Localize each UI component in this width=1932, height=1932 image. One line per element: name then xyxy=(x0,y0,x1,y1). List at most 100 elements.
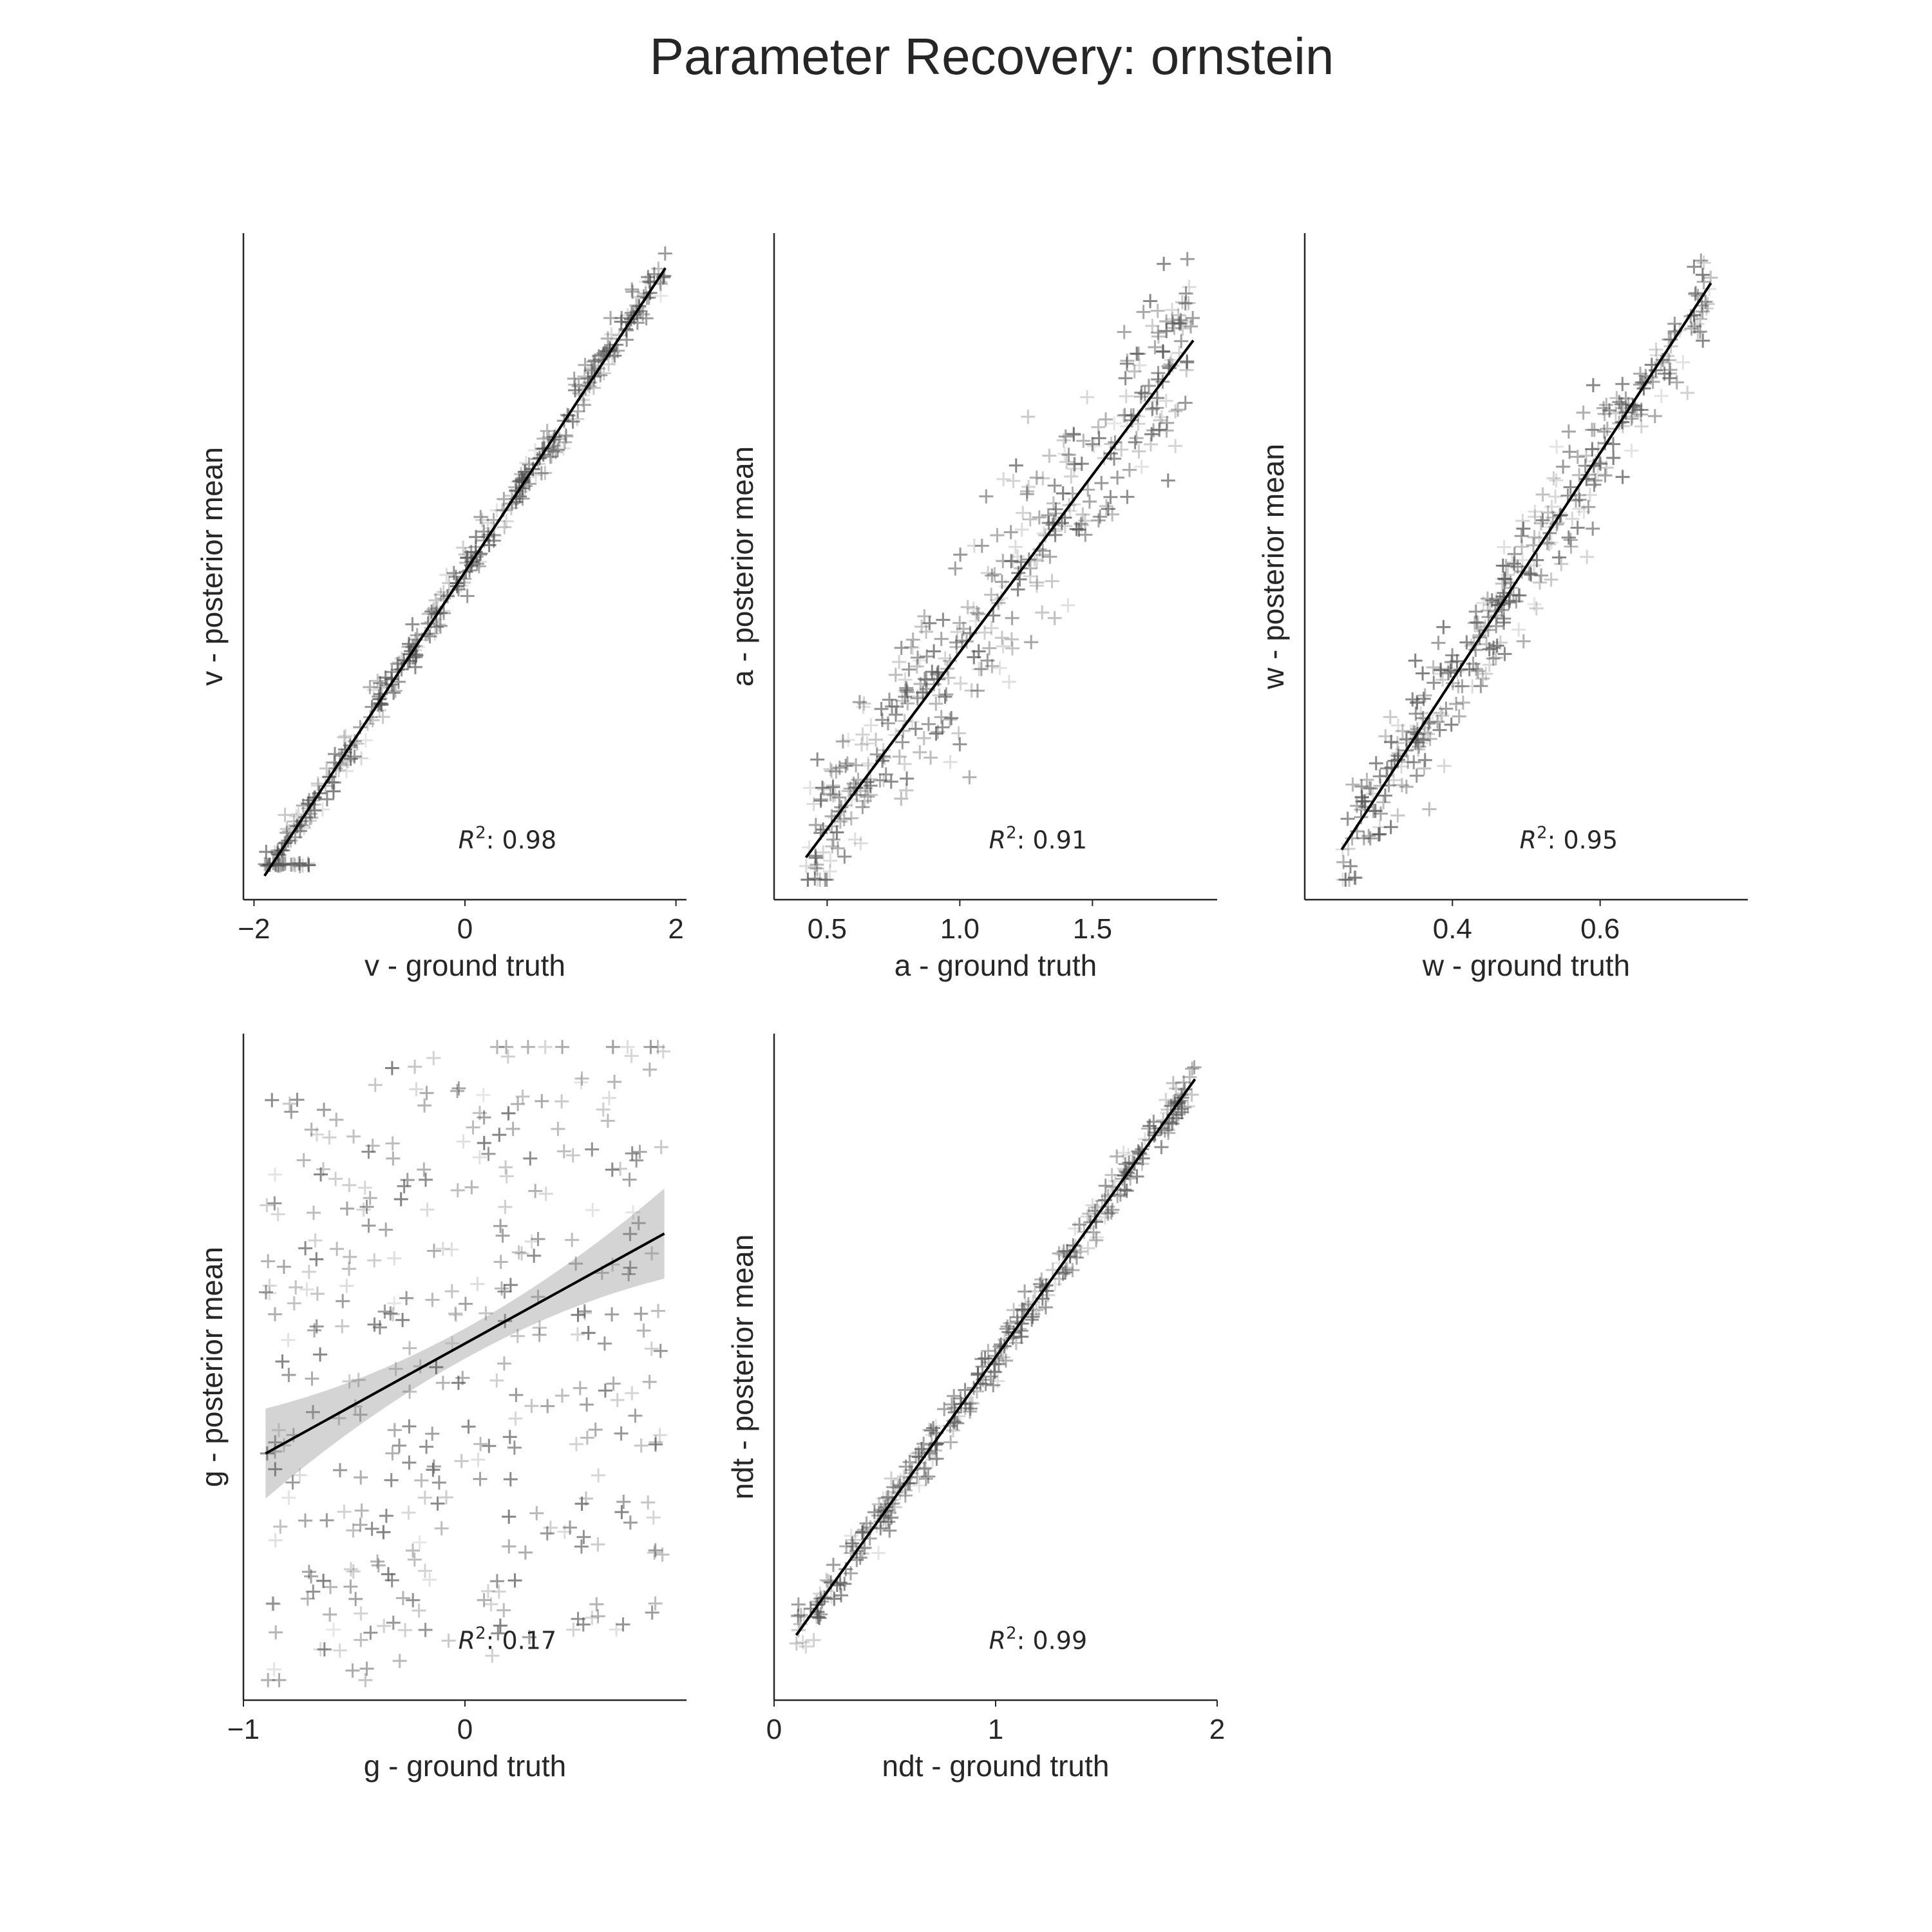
scatter-point xyxy=(522,457,536,472)
scatter-point xyxy=(858,781,873,795)
scatter-point xyxy=(970,683,985,698)
scatter-point xyxy=(507,1440,522,1455)
scatter-point xyxy=(580,1430,594,1445)
scatter-point xyxy=(422,1573,437,1587)
scatter-point xyxy=(813,1607,828,1622)
scatter-point xyxy=(1570,450,1585,464)
scatter-point xyxy=(899,681,914,696)
scatter-point xyxy=(644,1341,659,1356)
scatter-point xyxy=(551,442,565,457)
panel-w: 0.4 0.6 w - ground truth w - posterior mean… xyxy=(1256,233,1748,982)
scatter-point xyxy=(439,1490,453,1505)
scatter-point xyxy=(261,1672,276,1687)
scatter-point xyxy=(929,696,943,711)
scatter-point xyxy=(335,1319,350,1334)
scatter-point xyxy=(1046,496,1061,511)
scatter-point xyxy=(1116,1146,1131,1160)
scatter-point xyxy=(944,711,959,726)
scatter-point xyxy=(1047,478,1062,493)
scatter-point xyxy=(428,626,442,641)
scatter-point xyxy=(646,1510,661,1525)
scatter-point xyxy=(522,1630,536,1645)
scatter-point xyxy=(588,1423,603,1437)
scatter-point xyxy=(1103,489,1118,504)
scatter-point xyxy=(987,1365,1001,1379)
scatter-point xyxy=(540,1399,555,1414)
scatter-point xyxy=(395,1591,410,1605)
scatter-point xyxy=(317,1103,331,1117)
scatter-point xyxy=(301,858,316,873)
scatter-point xyxy=(276,1260,291,1274)
scatter-point xyxy=(1131,417,1146,431)
scatter-point xyxy=(967,538,981,553)
scatter-point xyxy=(1032,1302,1046,1316)
scatter-point xyxy=(473,1437,488,1452)
scatter-point xyxy=(343,1579,358,1594)
scatter-point xyxy=(412,1535,427,1550)
scatter-point xyxy=(261,1254,276,1269)
scatter-point xyxy=(1015,1302,1030,1317)
scatter-point xyxy=(810,857,824,872)
scatter-point xyxy=(1059,455,1074,469)
scatter-point xyxy=(1612,395,1627,410)
scatter-point xyxy=(1414,706,1428,721)
scatter-point xyxy=(791,1608,806,1623)
scatter-point xyxy=(1033,1276,1048,1291)
scatter-point xyxy=(576,397,591,412)
scatter-point xyxy=(406,1593,421,1607)
scatter-point xyxy=(1091,513,1106,528)
scatter-point xyxy=(1132,346,1146,361)
scatter-point xyxy=(491,1584,506,1599)
scatter-point xyxy=(623,1260,638,1275)
scatter-point xyxy=(882,692,896,707)
scatter-point xyxy=(477,1110,491,1125)
scatter-point xyxy=(892,654,907,669)
scatter-point xyxy=(918,1472,933,1486)
scatter-point xyxy=(446,565,461,580)
scatter-point xyxy=(300,1591,315,1606)
scatter-point xyxy=(950,1416,965,1430)
scatter-point xyxy=(519,455,533,470)
scatter-point xyxy=(808,871,822,886)
r2-annotation: R2: 0.99 xyxy=(989,1624,1087,1654)
scatter-point xyxy=(991,596,1006,611)
scatter-point xyxy=(1160,473,1175,488)
scatter-point xyxy=(1154,1140,1169,1155)
scatter-point xyxy=(1001,674,1016,689)
scatter-point xyxy=(387,1251,402,1265)
scatter-point xyxy=(1510,559,1525,574)
scatter-point xyxy=(499,1039,513,1054)
scatter-point xyxy=(655,1548,670,1562)
scatter-point xyxy=(1184,319,1198,334)
scatter-point xyxy=(497,1284,512,1299)
scatter-point xyxy=(634,1438,649,1453)
scatter-point xyxy=(1180,354,1195,369)
x-axis-label: w - ground truth xyxy=(1422,949,1630,982)
scatter-point xyxy=(1572,493,1587,507)
scatter-point xyxy=(813,873,828,887)
scatter-point xyxy=(1509,594,1524,609)
scatter-point xyxy=(328,1171,343,1186)
scatter-point xyxy=(855,727,870,742)
scatter-point xyxy=(1507,556,1521,571)
scatter-point xyxy=(574,1497,589,1511)
scatter-point xyxy=(566,1622,581,1637)
scatter-point xyxy=(1561,424,1576,439)
scatter-point xyxy=(964,1396,979,1410)
scatter-point xyxy=(1452,709,1466,724)
r2-value: : 0.17 xyxy=(486,1626,557,1654)
scatter-point xyxy=(482,538,497,553)
scatter-point xyxy=(656,1044,670,1059)
scatter-point xyxy=(1585,442,1600,457)
scatter-point xyxy=(898,672,913,687)
scatter-point xyxy=(1047,611,1062,625)
scatter-point xyxy=(981,565,996,580)
scatter-point xyxy=(298,1513,312,1528)
scatter-point xyxy=(555,1388,569,1403)
scatter-point xyxy=(1019,487,1034,502)
scatter-point xyxy=(1669,375,1684,390)
scatter-point xyxy=(1141,379,1156,393)
scatter-point xyxy=(1700,297,1715,312)
scatter-point xyxy=(1459,635,1474,650)
scatter-point xyxy=(1104,1206,1119,1220)
